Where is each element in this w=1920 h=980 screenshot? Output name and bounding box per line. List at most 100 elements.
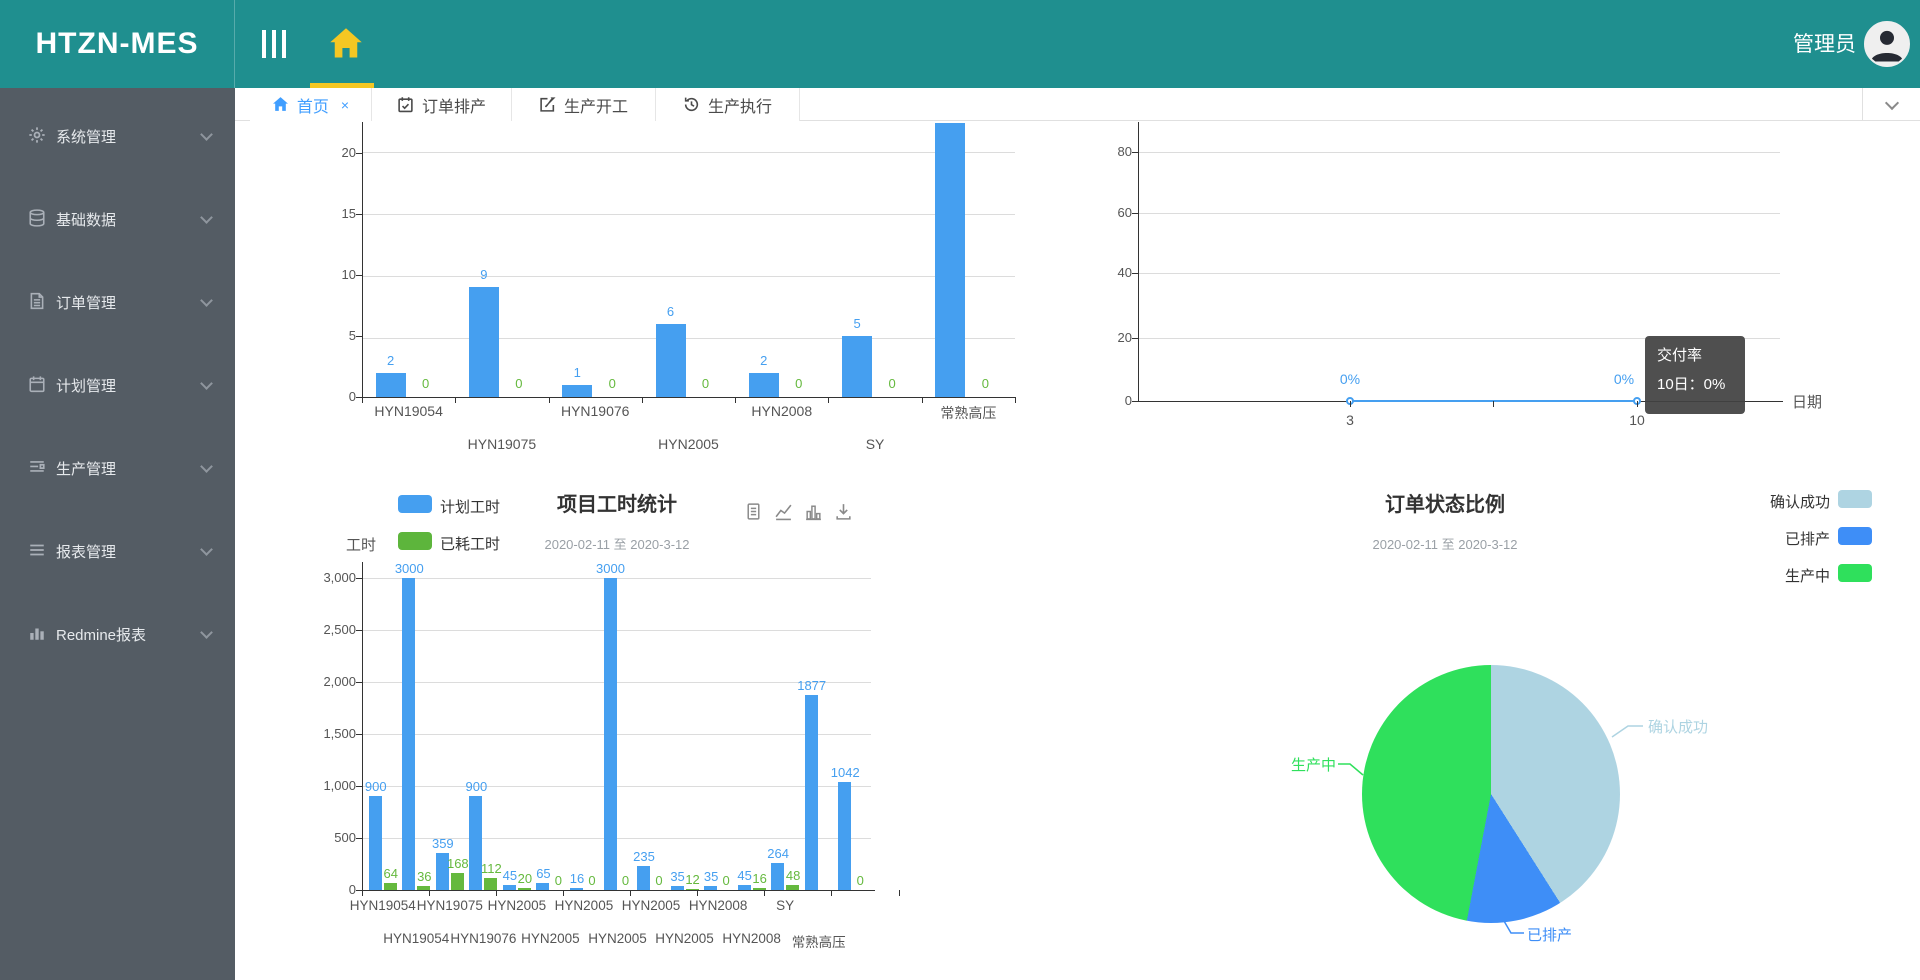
bar-planned-hours[interactable] <box>502 885 516 890</box>
bar-value-label: 0 <box>422 376 430 391</box>
x-axis-label: HYN2008 <box>722 931 781 946</box>
x-tick-mark <box>630 890 632 896</box>
sidebar-item-planning[interactable]: 计划管理 <box>0 362 235 408</box>
bar-value-label: 0 <box>981 376 989 391</box>
bar-used-hours[interactable] <box>786 885 800 890</box>
bar-planned-hours[interactable] <box>469 796 483 890</box>
grid-line <box>362 578 871 579</box>
bar-SY[interactable] <box>842 336 873 397</box>
x-tick-mark <box>764 890 766 896</box>
bar-HYN19076[interactable] <box>562 384 593 397</box>
tab-order-scheduling[interactable]: 订单排产 <box>372 88 512 121</box>
bar-planned-hours[interactable] <box>804 695 818 890</box>
grid-line <box>362 338 1015 339</box>
tab-overflow-chevron[interactable] <box>1862 88 1920 121</box>
bar-planned-hours[interactable] <box>569 888 583 890</box>
x-axis-label: SY <box>776 898 795 913</box>
tab-production-execution[interactable]: 生产执行 <box>656 88 800 121</box>
x-tick-label: 10 <box>1629 412 1645 428</box>
tab-home[interactable]: 首页 × <box>250 88 372 121</box>
bar-planned-hours[interactable] <box>771 863 785 890</box>
bar-planned-hours[interactable] <box>670 886 684 890</box>
bar-planned-hours[interactable] <box>838 782 852 890</box>
bar-planned-hours[interactable] <box>603 578 617 890</box>
history-icon <box>683 96 700 113</box>
y-axis-title: 工时 <box>345 537 376 554</box>
bar-type-icon[interactable] <box>804 502 823 521</box>
y-tick-mark <box>356 682 362 683</box>
tab-label: 订单排产 <box>421 98 486 116</box>
sidebar-item-redmine[interactable]: Redmine报表 <box>0 611 235 657</box>
y-tick-mark <box>356 890 362 891</box>
home-icon[interactable] <box>328 26 364 62</box>
x-tick-mark <box>921 397 923 403</box>
y-tick-label: 3,000 <box>323 570 356 585</box>
bar-used-hours[interactable] <box>517 888 531 890</box>
x-tick-mark <box>1493 401 1494 407</box>
legend-swatch-scheduled[interactable] <box>1838 527 1872 545</box>
grid-line <box>1138 338 1780 339</box>
bar-value-label: 0 <box>554 873 563 888</box>
bar-used-hours[interactable] <box>450 873 464 890</box>
grid-line <box>1138 273 1780 274</box>
bar-HYN19054[interactable] <box>375 372 406 397</box>
bar-planned-hours[interactable] <box>536 883 550 890</box>
x-tick-mark <box>697 890 699 896</box>
bar-used-hours[interactable] <box>383 883 397 890</box>
x-axis-label: HYN2008 <box>751 403 813 419</box>
chart-subtitle: 2020-02-11 至 2020-3-12 <box>544 537 690 552</box>
bar-used-hours[interactable] <box>685 889 699 890</box>
legend-label[interactable]: 已耗工时 <box>440 536 501 553</box>
download-icon[interactable] <box>834 502 853 521</box>
legend-swatch-used[interactable] <box>398 532 432 550</box>
tab-bar: 首页 × 订单排产 生产开工 生产执行 <box>235 88 1920 121</box>
tab-label: 生产开工 <box>563 98 628 116</box>
legend-label[interactable]: 已排产 <box>1784 531 1830 548</box>
bar-value-label: 900 <box>465 779 488 794</box>
bar-planned-hours[interactable] <box>737 885 751 890</box>
bar-value-label: 48 <box>785 868 801 883</box>
point-label: 0% <box>1339 371 1361 387</box>
bar-HYN2008[interactable] <box>748 372 779 397</box>
avatar[interactable] <box>1864 21 1910 67</box>
bar-常熟高压[interactable] <box>935 122 966 397</box>
bar-planned-hours[interactable] <box>402 578 416 890</box>
calendar-check-icon <box>397 96 414 113</box>
bar-used-hours[interactable] <box>752 888 766 890</box>
pie-order-status[interactable] <box>1362 665 1620 923</box>
sidebar-item-system[interactable]: 系统管理 <box>0 113 235 159</box>
tab-production-start[interactable]: 生产开工 <box>512 88 656 121</box>
sidebar-item-basedata[interactable]: 基础数据 <box>0 196 235 242</box>
x-axis-label: HYN2005 <box>621 898 681 913</box>
legend-swatch-confirmed[interactable] <box>1838 490 1872 508</box>
bar-HYN2005[interactable] <box>655 323 686 397</box>
line-type-icon[interactable] <box>774 502 793 521</box>
x-axis-line <box>362 890 875 891</box>
sidebar-collapse-icon[interactable] <box>262 30 290 58</box>
sidebar-item-label: 订单管理 <box>56 295 117 312</box>
bar-planned-hours[interactable] <box>637 866 651 890</box>
sidebar-item-reports[interactable]: 报表管理 <box>0 528 235 574</box>
data-view-icon[interactable] <box>744 502 763 521</box>
bar-HYN19075[interactable] <box>468 287 499 397</box>
bar-planned-hours[interactable] <box>435 853 449 890</box>
legend-label[interactable]: 生产中 <box>1784 568 1830 585</box>
x-axis-label: HYN2005 <box>658 436 719 452</box>
bar-value-label: 35 <box>670 869 685 884</box>
bar-used-hours[interactable] <box>417 886 431 890</box>
legend-label[interactable]: 计划工时 <box>440 499 501 516</box>
legend-swatch-planned[interactable] <box>398 495 432 513</box>
sidebar-item-production[interactable]: 生产管理 <box>0 445 235 491</box>
username[interactable]: 管理员 <box>1793 33 1856 56</box>
bar-planned-hours[interactable] <box>368 796 382 890</box>
legend-label[interactable]: 确认成功 <box>1769 494 1830 511</box>
close-icon[interactable]: × <box>340 96 350 113</box>
grid-line <box>362 630 871 631</box>
legend-swatch-inproduction[interactable] <box>1838 564 1872 582</box>
bar-planned-hours[interactable] <box>704 886 718 890</box>
sidebar-item-orders[interactable]: 订单管理 <box>0 279 235 325</box>
y-tick-label: 60 <box>1117 205 1132 220</box>
bar-used-hours[interactable] <box>484 878 498 890</box>
bar-value-label: 1877 <box>797 678 827 693</box>
tooltip: 交付率 10日：0% <box>1645 336 1745 414</box>
